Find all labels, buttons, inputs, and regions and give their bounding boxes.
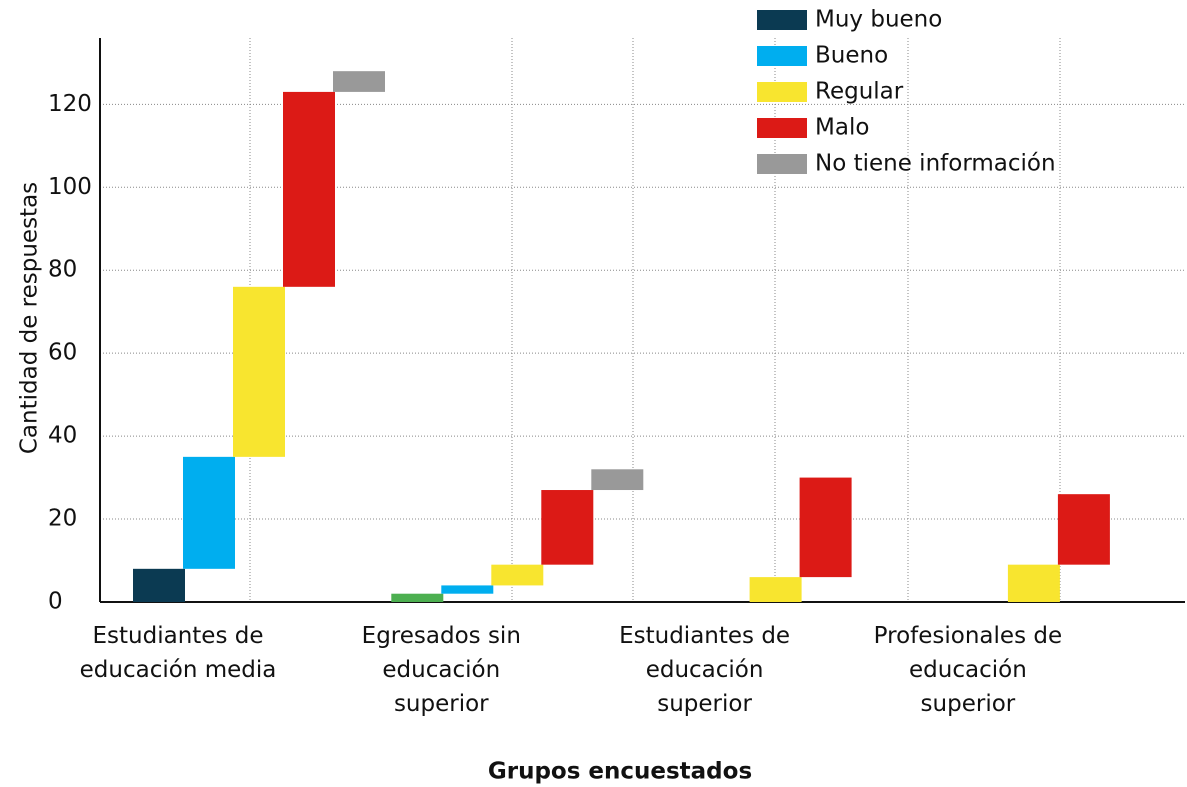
y-tick-label: 120: [48, 91, 92, 117]
x-axis-title: Grupos encuestados: [488, 759, 752, 785]
legend-label: Muy bueno: [815, 7, 942, 33]
y-tick-label: 60: [48, 340, 77, 366]
y-axis-title: Cantidad de respuestas: [17, 182, 43, 454]
x-tick-label: Egresados sin educación superior: [362, 623, 521, 717]
legend-swatch: [757, 118, 807, 138]
x-tick-label: Profesionales de educación superior: [874, 623, 1062, 717]
x-tick-label: Estudiantes de educación superior: [619, 623, 790, 717]
bar: [749, 577, 802, 602]
legend-swatch: [757, 46, 807, 66]
x-tick-label: Estudiantes de educación media: [80, 623, 277, 683]
legend-swatch: [757, 154, 807, 174]
bar: [491, 564, 544, 586]
bar: [1007, 564, 1060, 602]
legend-label: Regular: [815, 79, 904, 105]
bar: [333, 71, 385, 92]
bar: [283, 91, 335, 287]
bar: [1057, 494, 1110, 565]
y-tick-label: 100: [48, 174, 92, 200]
bar: [233, 286, 285, 457]
legend-swatch: [757, 82, 807, 102]
legend-swatch: [757, 10, 807, 30]
y-tick-label: 0: [48, 589, 63, 615]
bar: [391, 593, 444, 602]
bar: [799, 477, 852, 578]
legend-label: Bueno: [815, 43, 888, 69]
legend-label: Malo: [815, 115, 869, 141]
bar: [541, 490, 594, 565]
v-grid: [249, 38, 1061, 602]
y-tick-label: 40: [48, 423, 77, 449]
bar: [133, 568, 185, 602]
bar: [441, 585, 494, 594]
legend-label: No tiene información: [815, 151, 1056, 177]
bar: [183, 456, 235, 569]
y-tick-label: 20: [48, 506, 77, 532]
bar: [591, 469, 644, 491]
y-tick-label: 80: [48, 257, 77, 283]
